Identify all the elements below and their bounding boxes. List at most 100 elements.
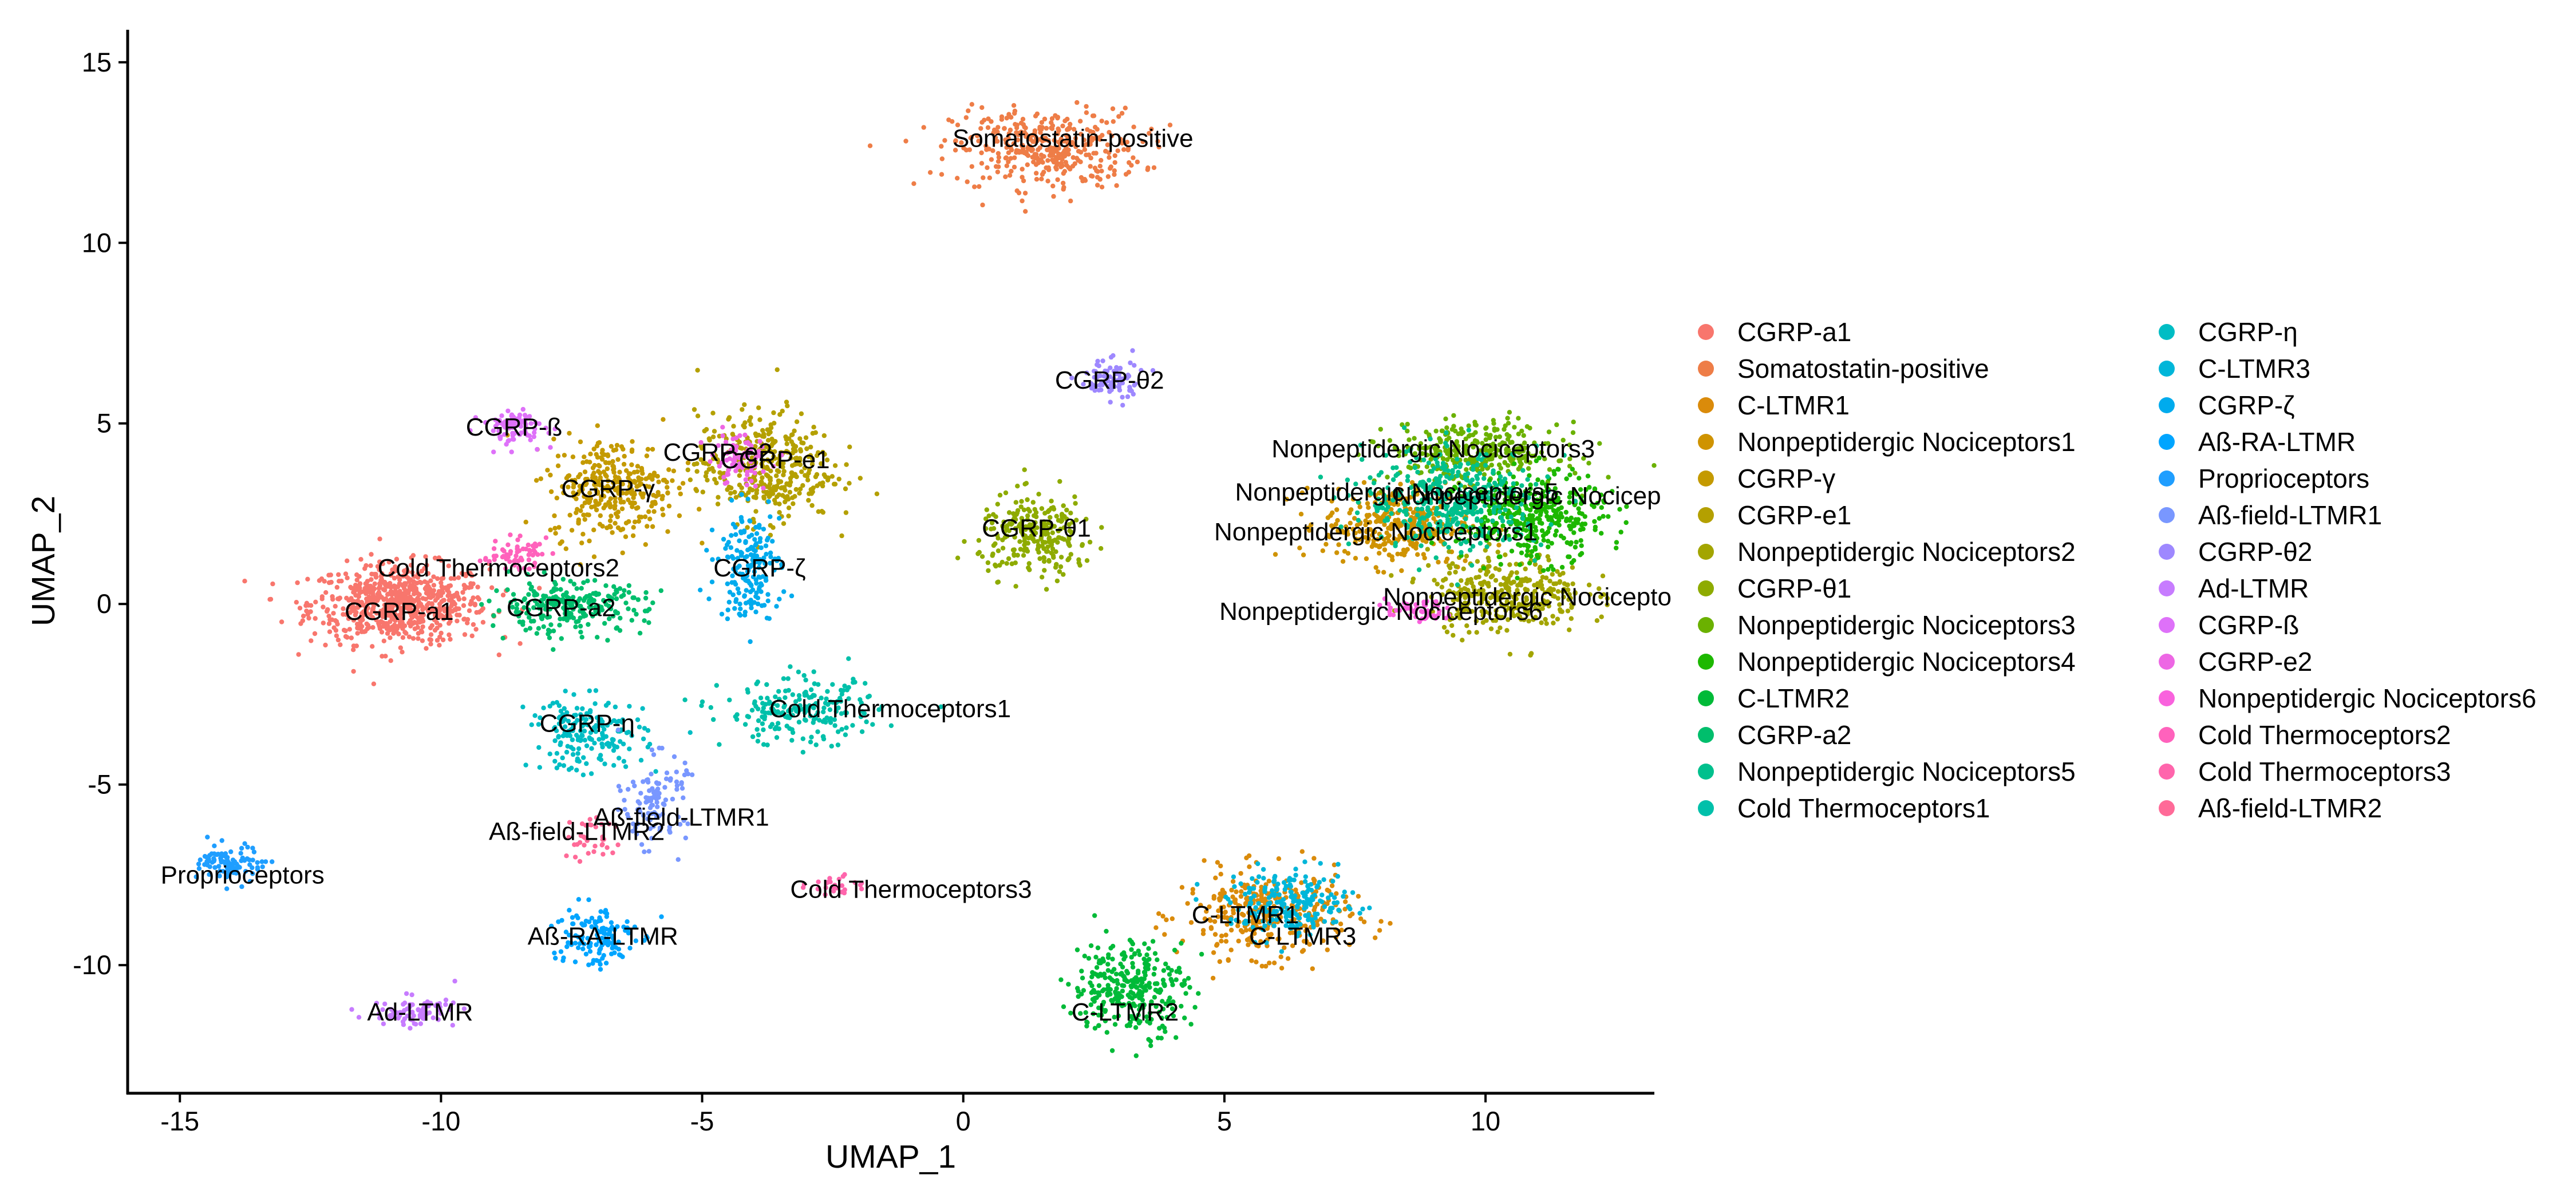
data-point (753, 509, 758, 514)
data-point (621, 446, 626, 452)
data-point (1192, 1005, 1198, 1010)
data-point (643, 595, 649, 601)
data-point (807, 491, 812, 496)
data-point (1348, 520, 1353, 526)
data-point (471, 622, 476, 627)
data-point (385, 631, 390, 636)
data-point (788, 664, 793, 669)
data-point (1041, 555, 1047, 561)
data-point (1585, 473, 1591, 479)
data-point (360, 617, 365, 623)
data-point (1131, 155, 1136, 160)
data-point (1066, 982, 1071, 987)
data-point (1489, 462, 1494, 468)
data-point (1095, 126, 1100, 132)
data-point (1297, 545, 1302, 551)
data-point (695, 413, 701, 418)
data-point (326, 614, 331, 619)
data-point (1066, 556, 1072, 561)
data-point (629, 447, 635, 453)
data-point (1267, 960, 1272, 966)
data-point (1081, 988, 1086, 993)
data-point (1235, 923, 1240, 928)
data-point (1496, 543, 1502, 548)
data-point (1285, 956, 1291, 961)
data-point (1389, 511, 1394, 516)
data-point (1155, 139, 1160, 144)
data-point (1309, 522, 1314, 528)
data-point (1413, 545, 1419, 551)
data-point (480, 620, 486, 625)
data-point (326, 580, 332, 586)
data-point (1213, 875, 1218, 881)
data-point (420, 619, 426, 624)
data-point (979, 554, 985, 559)
data-point (989, 119, 994, 124)
data-point (1224, 922, 1230, 927)
data-point (595, 635, 600, 640)
data-point (1046, 167, 1052, 172)
data-point (1182, 1015, 1187, 1021)
data-point (742, 402, 747, 408)
data-point (1129, 955, 1134, 960)
data-point (1507, 471, 1512, 477)
data-point (785, 676, 791, 681)
data-point (1032, 128, 1038, 133)
data-point (756, 718, 761, 723)
data-point (1417, 535, 1423, 540)
data-point (1056, 155, 1061, 161)
data-point (639, 515, 644, 520)
data-point (1376, 569, 1381, 575)
data-point (678, 491, 683, 497)
data-point (843, 732, 848, 737)
data-point (1614, 540, 1619, 545)
data-point (801, 673, 807, 678)
data-point (1550, 572, 1555, 577)
data-point (601, 469, 607, 475)
data-point (1119, 110, 1125, 116)
data-point (1078, 149, 1084, 155)
data-point (1105, 962, 1111, 967)
data-point (570, 454, 576, 460)
data-point (706, 466, 712, 472)
data-point (710, 410, 716, 416)
data-point (345, 575, 350, 580)
data-point (1012, 164, 1017, 170)
data-point (1167, 972, 1172, 977)
data-point (338, 642, 343, 647)
data-point (1377, 928, 1382, 933)
data-point (1081, 143, 1086, 148)
data-point (1106, 952, 1111, 958)
data-point (1259, 884, 1264, 890)
data-point (1460, 638, 1465, 643)
data-point (1034, 171, 1039, 176)
data-point (580, 772, 586, 778)
data-point (1179, 982, 1184, 987)
data-point (584, 743, 590, 749)
data-point (326, 621, 332, 626)
data-point (1129, 939, 1135, 944)
data-point (1579, 543, 1584, 548)
data-point (1230, 879, 1236, 884)
data-point (1527, 560, 1532, 566)
data-point (685, 467, 690, 473)
data-point (541, 624, 546, 630)
data-point (801, 440, 806, 446)
data-point (1066, 152, 1071, 157)
data-point (1399, 568, 1404, 574)
data-point (800, 750, 806, 755)
data-point (1220, 887, 1225, 893)
data-point (1046, 559, 1052, 564)
data-point (1234, 889, 1239, 895)
data-point (445, 593, 451, 599)
data-point (1120, 989, 1125, 994)
data-point (786, 496, 791, 502)
data-point (1020, 198, 1025, 204)
data-point (1120, 964, 1125, 970)
data-point (1153, 925, 1159, 930)
data-point (637, 631, 643, 636)
data-point (728, 491, 733, 496)
data-point (1161, 968, 1167, 973)
data-point (1290, 943, 1295, 948)
data-point (573, 624, 578, 630)
